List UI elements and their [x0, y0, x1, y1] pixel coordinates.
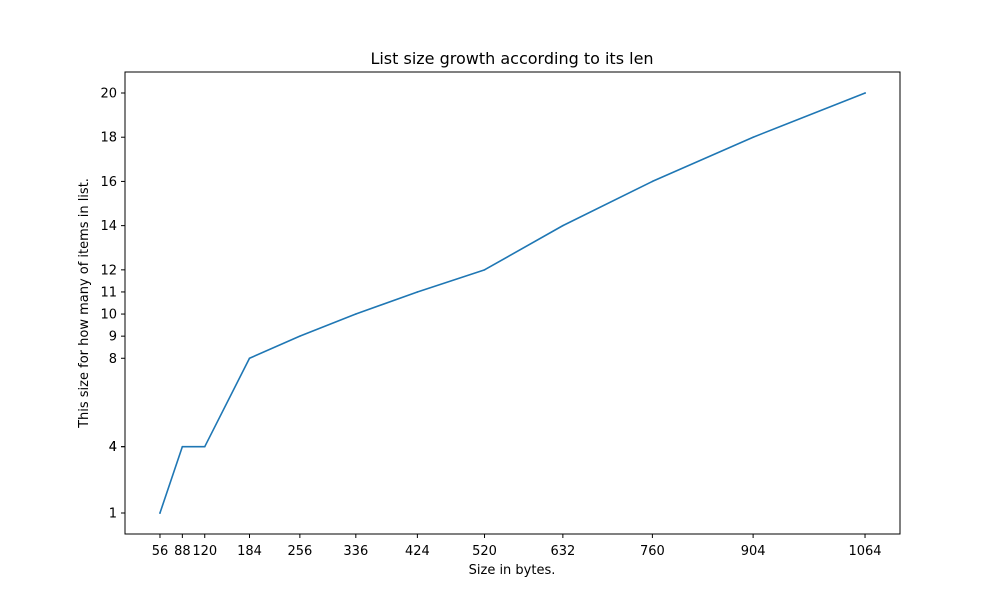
plot-area-frame — [124, 71, 901, 535]
x-tick-label: 424 — [405, 544, 430, 559]
data-point — [203, 445, 206, 448]
x-tick-label: 88 — [174, 544, 191, 559]
x-tick-label: 256 — [287, 544, 312, 559]
y-tick-label: 18 — [100, 131, 117, 146]
x-tick-label: 56 — [152, 544, 169, 559]
series-layer — [158, 91, 867, 515]
data-point — [416, 291, 419, 293]
y-tick-label: 12 — [100, 263, 117, 278]
x-tick-label: 904 — [741, 544, 766, 559]
data-point — [248, 357, 251, 360]
y-axis-label: This size for how many of items in list. — [77, 178, 92, 429]
x-tick-label: 632 — [550, 544, 575, 559]
y-tick-label: 10 — [100, 308, 117, 323]
series-line — [158, 91, 867, 515]
y-tick-label: 20 — [100, 87, 117, 102]
y-tick-label: 4 — [109, 440, 117, 455]
x-tick-label: 760 — [640, 544, 665, 559]
data-point — [483, 269, 486, 271]
y-tick-label: 16 — [100, 175, 117, 190]
x-tick-label: 184 — [237, 544, 262, 559]
data-point — [752, 136, 754, 139]
chart-title: List size growth according to its len — [370, 49, 653, 68]
data-point — [864, 92, 866, 94]
x-tick-label: 336 — [343, 544, 368, 559]
data-point — [299, 335, 301, 337]
y-tick-label: 14 — [100, 219, 117, 234]
y-tick-label: 11 — [100, 285, 117, 300]
axis-ticks: 56 88 120 184 256 336 424 520 632 760 904 106414489… — [100, 87, 881, 560]
x-tick-label: 1064 — [848, 544, 881, 559]
x-tick-label: 120 — [192, 544, 217, 559]
data-point — [159, 512, 161, 514]
data-point — [181, 445, 184, 448]
data-point — [355, 313, 357, 315]
data-point — [651, 180, 654, 183]
x-axis-label: Size in bytes. — [469, 563, 556, 578]
y-tick-label: 9 — [109, 330, 117, 345]
x-tick-label: 520 — [472, 544, 497, 559]
y-tick-label: 4 — [109, 440, 117, 455]
y-tick-label: 1 — [109, 507, 117, 522]
data-point — [562, 224, 564, 227]
y-tick-label: 8 — [109, 352, 117, 367]
